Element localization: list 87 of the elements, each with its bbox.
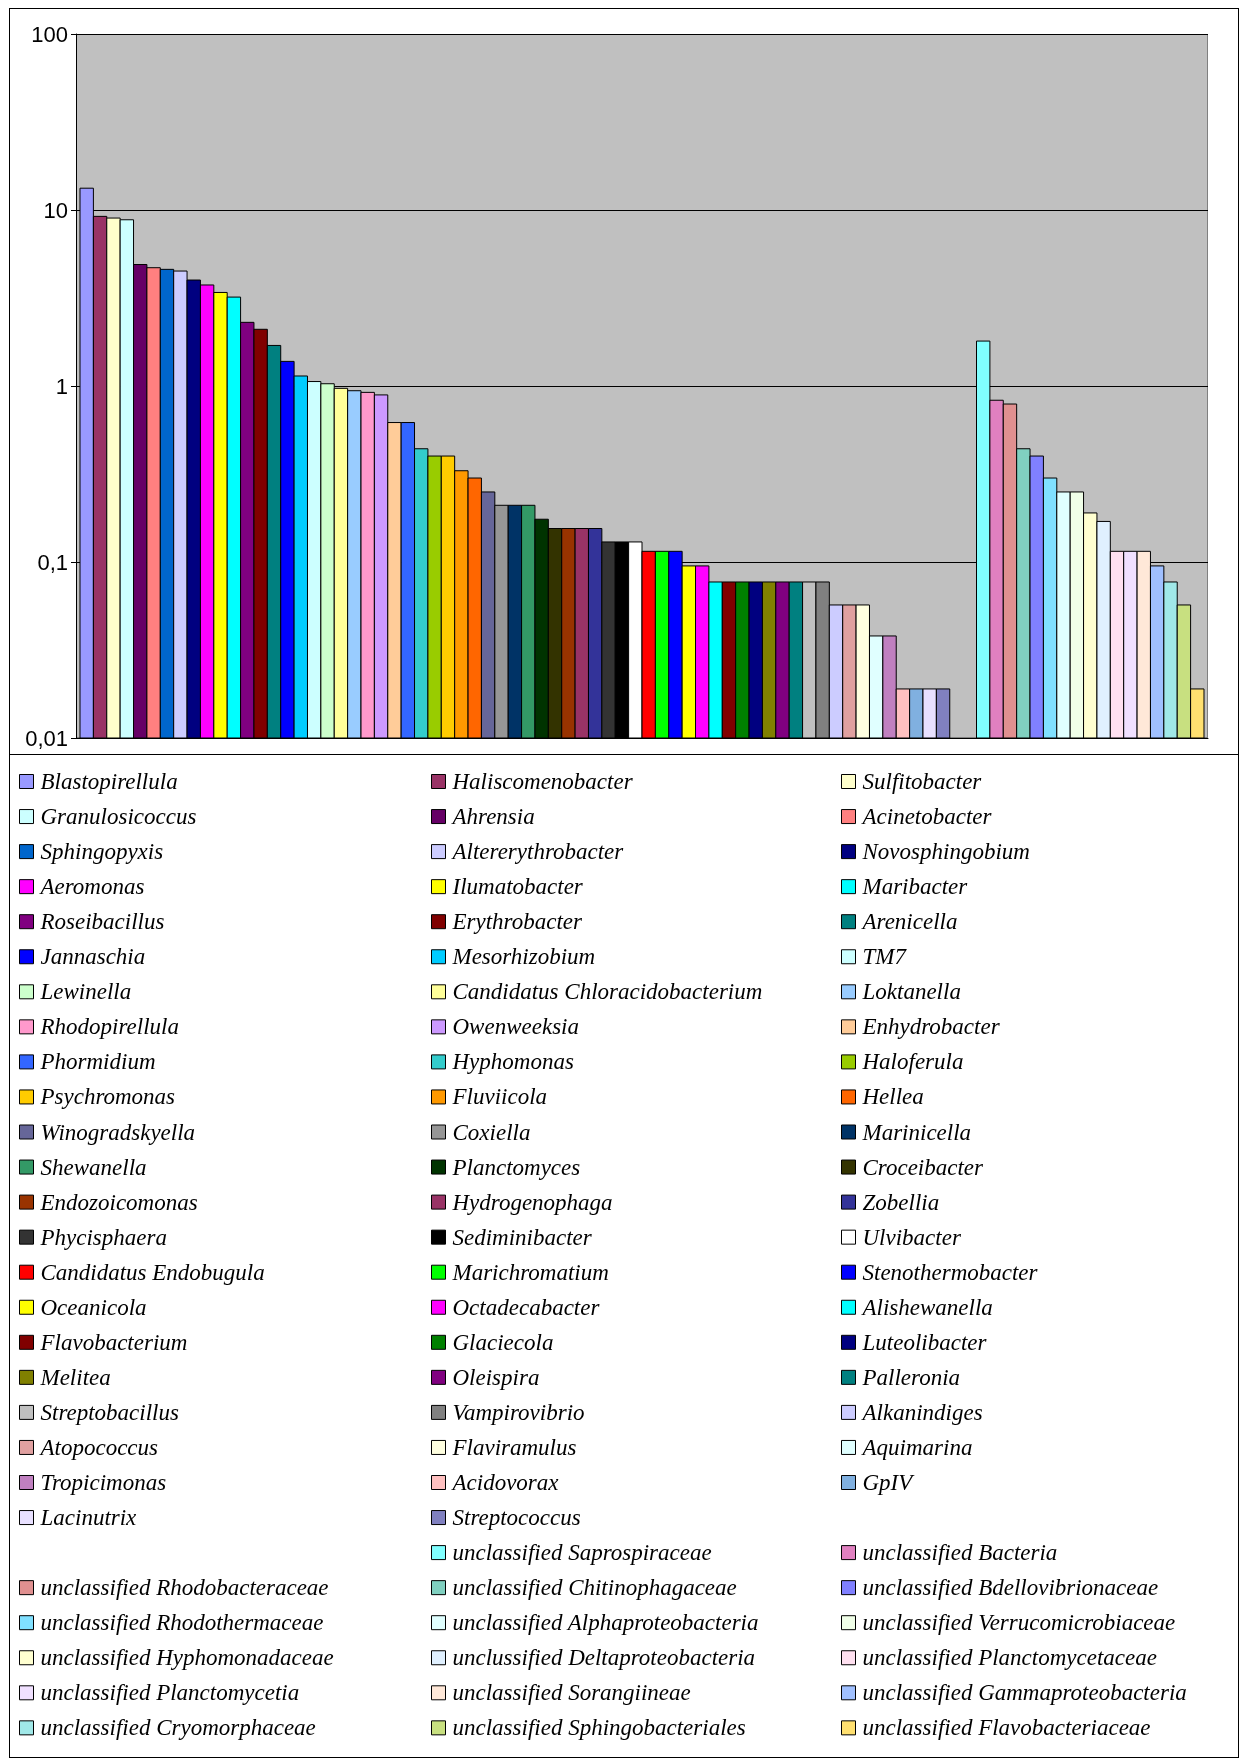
legend-label: Hyphomonas bbox=[451, 1049, 574, 1075]
legend-label: Arenicella bbox=[860, 909, 958, 935]
legend-label: Haloferula bbox=[861, 1049, 964, 1075]
legend-label: Lacinutrix bbox=[39, 1505, 138, 1531]
legend-label: unclassified Planctomycetia bbox=[40, 1680, 300, 1706]
legend-label: Winogradskyella bbox=[40, 1119, 196, 1145]
legend-label: Lewinella bbox=[39, 979, 132, 1005]
legend-label: Candidatus Chloracidobacterium bbox=[452, 979, 763, 1005]
legend-label: unclassified Cryomorphaceae bbox=[40, 1715, 316, 1741]
legend-label: Acidovorax bbox=[450, 1470, 560, 1495]
legend-label: Mesorhizobium bbox=[451, 944, 596, 970]
legend-label: Streptococcus bbox=[452, 1505, 581, 1531]
legend-label: Melitea bbox=[39, 1364, 111, 1390]
legend-label: Acinetobacter bbox=[860, 804, 993, 830]
y-tick-label: 0,1 bbox=[37, 549, 68, 575]
legend-label: TM7 bbox=[862, 944, 908, 970]
legend-label: Marichromatium bbox=[451, 1259, 609, 1285]
legend-label: Phormidium bbox=[39, 1049, 156, 1075]
legend-label: unclassified Rhodobacteraceae bbox=[40, 1575, 329, 1601]
legend-label: unclassified Flavobacteriaceae bbox=[862, 1715, 1151, 1741]
legend-label: Oleispira bbox=[452, 1364, 540, 1390]
legend-label: Enhydrobacter bbox=[861, 1014, 1001, 1040]
legend-label: GpIV bbox=[862, 1470, 916, 1495]
legend-label: unclassified Bdellovibrionaceae bbox=[862, 1575, 1159, 1601]
legend-label: Oceanicola bbox=[40, 1294, 147, 1320]
legend-label: unclassified Bacteria bbox=[862, 1540, 1058, 1566]
legend-label: Planctomyces bbox=[451, 1154, 581, 1180]
legend-label: unclassified Sphingobacteriales bbox=[452, 1715, 746, 1741]
legend-label: unclassified Verrucomicrobiaceae bbox=[862, 1610, 1176, 1636]
legend-label: Hellea bbox=[861, 1084, 924, 1110]
legend-label: Sphingopyxis bbox=[40, 839, 164, 865]
legend-label: Stenothermobacter bbox=[862, 1259, 1039, 1285]
legend-label: Jannaschia bbox=[40, 944, 146, 970]
legend-label: Octadecabacter bbox=[452, 1294, 601, 1320]
legend-label: Maribacter bbox=[861, 874, 969, 900]
legend-label: Altererythrobacter bbox=[450, 839, 625, 865]
legend-label: Zobellia bbox=[862, 1189, 940, 1215]
legend-label: Glaciecola bbox=[452, 1329, 554, 1355]
legend-label: Erythrobacter bbox=[451, 909, 583, 935]
legend-label: unclassified Rhodothermaceae bbox=[40, 1610, 324, 1636]
legend-label: Aeromonas bbox=[38, 874, 145, 900]
legend-label: Alkanindiges bbox=[860, 1399, 983, 1425]
legend-label: Sediminibacter bbox=[452, 1224, 593, 1250]
legend-label: Granulosicoccus bbox=[40, 804, 197, 830]
legend-label: Coxiella bbox=[452, 1119, 531, 1145]
legend-label: Shewanella bbox=[40, 1154, 147, 1180]
y-tick-label: 10 bbox=[43, 197, 68, 223]
legend-label: Croceibacter bbox=[862, 1154, 985, 1180]
legend-label: Roseibacillus bbox=[39, 909, 165, 935]
legend-label: unclassified Chitinophagaceae bbox=[452, 1575, 737, 1601]
legend-label: Ahrensia bbox=[450, 804, 535, 830]
legend-label: Fluviicola bbox=[451, 1084, 548, 1110]
y-tick-label: 100 bbox=[31, 21, 68, 47]
legend-label: Palleronia bbox=[861, 1364, 961, 1390]
legend-label: Marinicella bbox=[861, 1119, 972, 1145]
y-tick-label: 1 bbox=[55, 373, 68, 399]
legend-label: Blastopirellula bbox=[40, 769, 178, 794]
legend-label: Rhodopirellula bbox=[39, 1014, 179, 1040]
legend-label: unclassified Gammaproteobacteria bbox=[862, 1680, 1187, 1706]
legend-label: Candidatus Endobugula bbox=[40, 1259, 265, 1285]
legend-label: Streptobacillus bbox=[40, 1399, 179, 1425]
legend-label: Ulvibacter bbox=[862, 1224, 962, 1250]
legend-label: Flavobacterium bbox=[39, 1329, 188, 1355]
legend-label: Tropicimonas bbox=[40, 1470, 167, 1495]
legend-label: unclassified Alphaproteobacteria bbox=[452, 1610, 759, 1636]
legend-label: Aquimarina bbox=[860, 1434, 973, 1460]
legend-label: unclassified Planctomycetaceae bbox=[862, 1645, 1157, 1671]
legend-label: Atopococcus bbox=[38, 1434, 159, 1460]
legend-label: unclassified Saprospiraceae bbox=[452, 1540, 712, 1566]
legend-label: Flaviramulus bbox=[451, 1434, 577, 1460]
legend-label: Phycisphaera bbox=[39, 1224, 167, 1250]
legend-label: unclassified Sorangiineae bbox=[452, 1680, 691, 1706]
legend-label: Psychromonas bbox=[39, 1084, 176, 1110]
legend-label: unclassified Hyphomonadaceae bbox=[40, 1645, 334, 1671]
legend-label: Endozoicomonas bbox=[39, 1189, 198, 1215]
legend-label: Luteolibacter bbox=[861, 1329, 988, 1355]
legend-label: Vampirovibrio bbox=[452, 1399, 585, 1425]
legend-label: unclussified Deltaproteobacteria bbox=[452, 1645, 756, 1671]
legend-label: Alishewanella bbox=[860, 1294, 993, 1320]
legend-label: Hydrogenophaga bbox=[451, 1189, 613, 1215]
legend-label: Novosphingobium bbox=[861, 839, 1030, 865]
legend-label: Haliscomenobacter bbox=[451, 769, 634, 794]
legend-label: Owenweeksia bbox=[452, 1014, 579, 1040]
y-tick-label: 0,01 bbox=[25, 725, 68, 751]
legend-label: Loktanella bbox=[861, 979, 961, 1005]
legend-label: Sulfitobacter bbox=[862, 769, 983, 794]
legend-label: Ilumatobacter bbox=[451, 874, 584, 900]
